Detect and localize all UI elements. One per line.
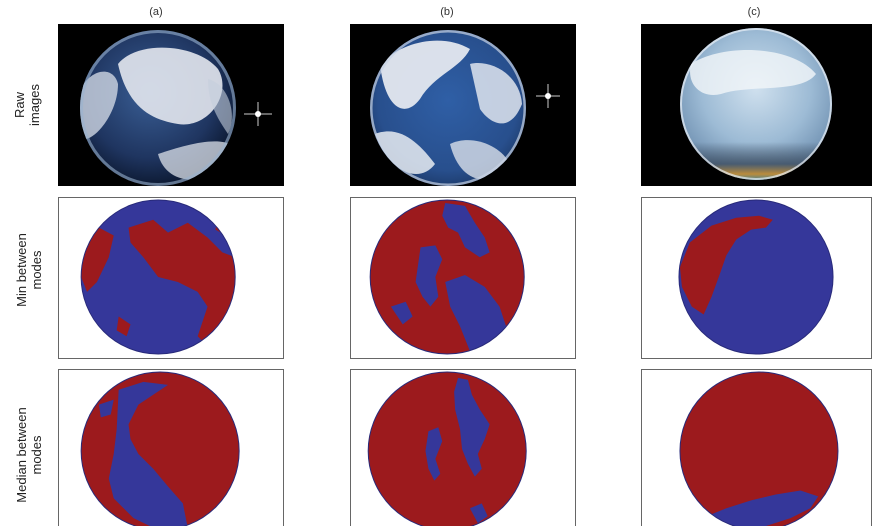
fisheye-sky-photo-icon — [80, 30, 272, 186]
mask-min-a — [58, 197, 284, 359]
segmentation-mask-icon — [369, 199, 525, 355]
mask-min-b — [350, 197, 576, 359]
row-label-line: Raw — [12, 92, 27, 119]
raw-image-a — [58, 24, 284, 186]
column-label-b: (b) — [440, 6, 454, 18]
row-label-line: images — [27, 84, 42, 126]
row-label-line: Median between — [14, 407, 29, 503]
row-label-line: Min between — [14, 233, 29, 307]
mask-median-c — [641, 369, 872, 526]
segmentation-mask-icon — [80, 199, 236, 355]
segmentation-mask-icon — [80, 371, 240, 526]
row-label-min-between-modes: Min between modes — [14, 190, 44, 350]
row-label-median-between-modes: Median between modes — [14, 375, 44, 526]
fisheye-sky-photo-icon — [370, 30, 560, 186]
column-label-a: (a) — [149, 6, 163, 18]
row-label-raw-images: Raw images — [12, 25, 42, 185]
mask-median-a — [58, 369, 284, 526]
raw-image-b — [350, 24, 576, 186]
column-label-c: (c) — [747, 6, 761, 18]
mask-min-c — [641, 197, 872, 359]
row-label-line: modes — [29, 435, 44, 475]
fisheye-sky-photo-icon — [680, 28, 832, 180]
segmentation-mask-icon — [678, 199, 834, 355]
mask-median-b — [350, 369, 576, 526]
row-label-line: modes — [29, 250, 44, 290]
segmentation-mask-icon — [367, 371, 527, 526]
segmentation-mask-icon — [679, 371, 839, 526]
raw-image-c — [641, 24, 872, 186]
